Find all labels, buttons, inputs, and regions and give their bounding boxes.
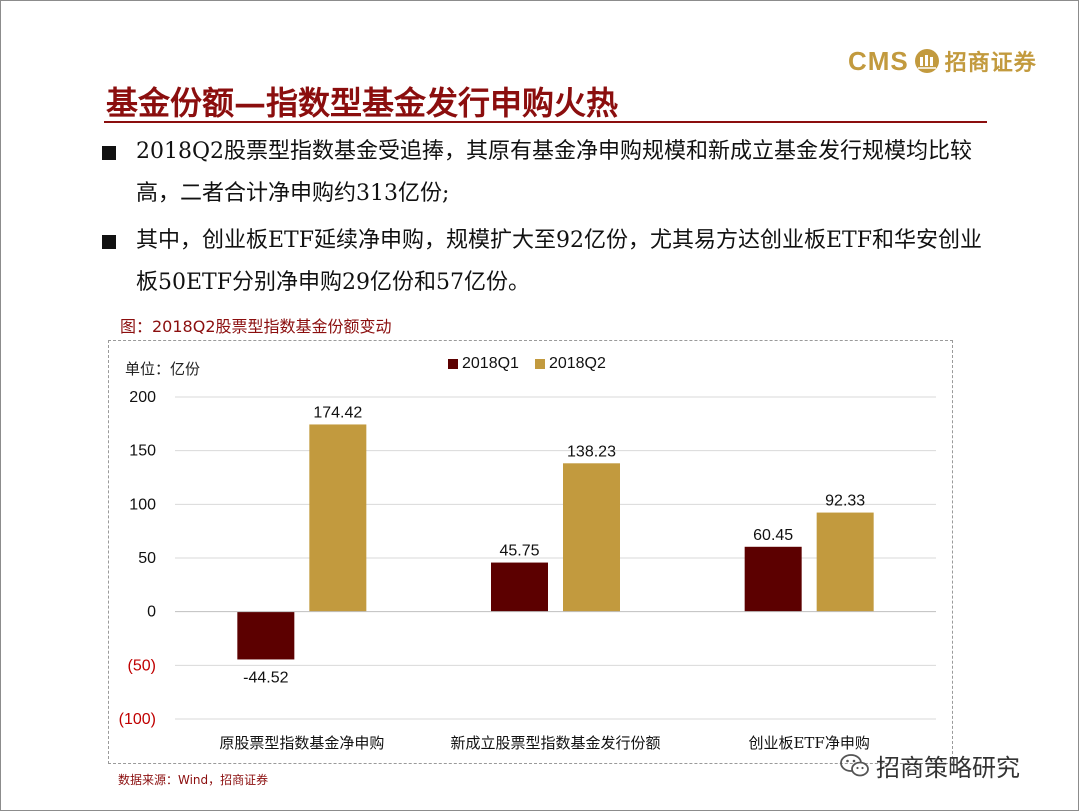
data-label: 92.33 [825, 493, 865, 510]
y-tick-label: 200 [129, 389, 156, 406]
y-tick-label: (100) [119, 711, 156, 728]
y-tick-label: 100 [129, 496, 156, 513]
y-tick-label: (50) [128, 657, 156, 674]
bullet-item-2: 其中，创业板ETF延续净申购，规模扩大至92亿份，尤其易方达创业板ETF和华安创… [102, 220, 1002, 304]
wechat-icon [840, 753, 869, 776]
data-label: -44.52 [243, 669, 288, 686]
legend-item-q1: 2018Q1 [448, 355, 519, 373]
legend-item-q2: 2018Q2 [534, 355, 606, 373]
watermark-text: 招商策略研究 [876, 754, 1020, 782]
chart-legend: 2018Q1 2018Q2 [448, 355, 622, 373]
legend-swatch-q1 [448, 359, 458, 369]
bar-2018Q1-0 [237, 611, 295, 660]
slide-title: 基金份额—指数型基金发行申购火热 [106, 84, 619, 122]
data-source-note: 数据来源：Wind，招商证券 [118, 773, 269, 787]
bullet-item-1: 2018Q2股票型指数基金受追捧，其原有基金净申购规模和新成立基金发行规模均比较… [102, 131, 1002, 215]
bar-2018Q2-2 [816, 512, 874, 612]
wechat-watermark: 招商策略研究 [840, 748, 1020, 783]
y-tick-label: 150 [129, 443, 156, 460]
cms-emblem-icon [914, 49, 939, 73]
legend-label-q2: 2018Q2 [548, 355, 606, 372]
bar-2018Q1-2 [744, 546, 802, 612]
legend-swatch-q2 [534, 359, 545, 369]
bullet-text-1: 2018Q2股票型指数基金受追捧，其原有基金净申购规模和新成立基金发行规模均比较… [136, 139, 973, 206]
legend-label-q1: 2018Q1 [462, 355, 519, 372]
title-underline [104, 121, 987, 123]
bar-2018Q2-1 [563, 463, 620, 612]
data-label: 138.23 [567, 443, 616, 460]
x-category-label: 原股票型指数基金净申购 [219, 734, 384, 752]
figure-caption: 图：2018Q2股票型指数基金份额变动 [120, 317, 392, 336]
chart-unit-label: 单位：亿份 [125, 360, 201, 378]
x-category-label: 新成立股票型指数基金发行份额 [450, 734, 660, 752]
y-tick-label: 50 [138, 550, 156, 567]
bar-2018Q1-1 [491, 562, 548, 612]
bar-2018Q2-0 [309, 424, 367, 612]
logo-latin-text: CMS [848, 45, 909, 76]
y-tick-label: 0 [147, 604, 156, 621]
bullet-square-icon [102, 235, 116, 249]
x-category-label: 创业板ETF净申购 [748, 734, 869, 752]
data-label: 45.75 [499, 543, 539, 560]
logo-chinese-text: 招商证券 [944, 51, 1037, 76]
data-label: 174.42 [313, 404, 362, 421]
bullet-square-icon [102, 146, 116, 160]
cms-logo: CMS 招商证券 [848, 44, 1037, 78]
chart-container [108, 340, 953, 764]
bullet-text-2: 其中，创业板ETF延续净申购，规模扩大至92亿份，尤其易方达创业板ETF和华安创… [136, 228, 982, 295]
data-label: 60.45 [753, 527, 793, 544]
